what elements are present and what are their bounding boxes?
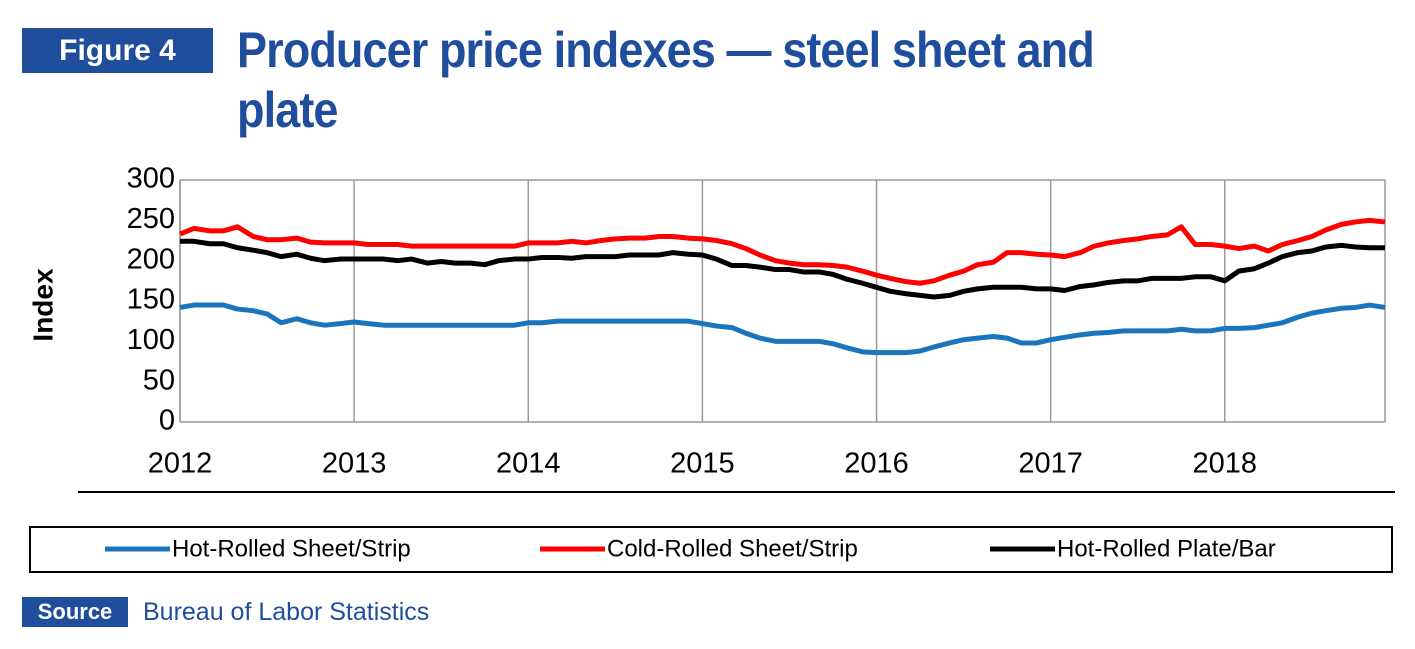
legend-label: Cold-Rolled Sheet/Strip bbox=[607, 535, 858, 562]
x-tick-label: 2018 bbox=[1193, 448, 1258, 480]
x-tick-label: 2016 bbox=[844, 448, 909, 480]
y-axis-label: Index bbox=[27, 268, 58, 342]
y-tick-label: 250 bbox=[127, 203, 175, 235]
series-line bbox=[179, 302, 1386, 356]
x-tick-label: 2015 bbox=[670, 448, 735, 480]
legend-box bbox=[29, 526, 1393, 573]
y-tick-label: 100 bbox=[127, 324, 175, 356]
y-tick-label: 300 bbox=[127, 163, 175, 195]
legend-label: Hot-Rolled Plate/Bar bbox=[1057, 535, 1276, 562]
chart: Index 0 50 100 150 200 250 300 2012 2013 2014 2015… bbox=[27, 163, 1395, 573]
figure-label: Figure 4 bbox=[22, 28, 213, 73]
series-line bbox=[179, 217, 1386, 286]
y-tick-label: 200 bbox=[127, 243, 175, 275]
x-tick-label: 2013 bbox=[322, 448, 387, 480]
y-tick-label: 150 bbox=[127, 284, 175, 316]
series-line bbox=[180, 238, 1385, 300]
y-tick-label: 0 bbox=[159, 405, 175, 437]
x-tick-label: 2017 bbox=[1018, 448, 1083, 480]
chart-title: Producer price indexes — steel sheet and… bbox=[237, 22, 1095, 138]
source-label: Source bbox=[22, 597, 128, 627]
y-tick-label: 50 bbox=[143, 364, 175, 396]
x-tick-label: 2014 bbox=[496, 448, 561, 480]
source: Bureau of Labor Statistics bbox=[143, 598, 430, 626]
x-tick-label: 2012 bbox=[148, 448, 213, 480]
legend-label: Hot-Rolled Sheet/Strip bbox=[172, 535, 411, 562]
